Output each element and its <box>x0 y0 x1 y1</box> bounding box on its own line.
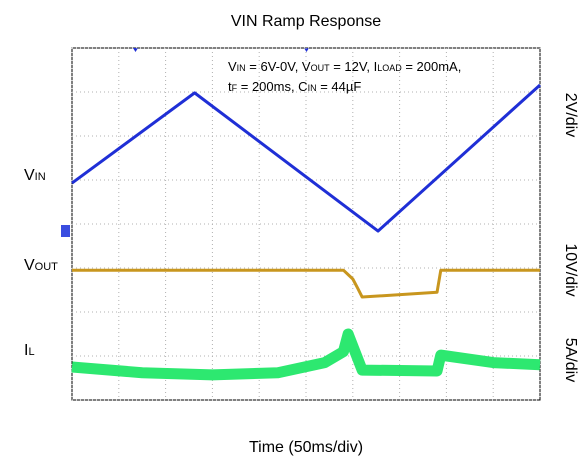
trace <box>72 268 540 299</box>
text-run: = 44µF <box>317 79 362 94</box>
text-run: V <box>24 167 35 184</box>
text-run: = 12V, I <box>330 59 378 74</box>
text-run: = 200ms, C <box>237 79 307 94</box>
text-run: I <box>24 342 28 359</box>
annotation: VIN = 6V-0V, VOUT = 12V, ILOAD = 200mA, <box>228 59 461 74</box>
text-run: t <box>228 79 232 94</box>
scale-label: 5A/div <box>562 338 579 382</box>
trace-label: VOUT <box>24 257 58 274</box>
trace-label: IL <box>24 342 35 359</box>
trace-label: VIN <box>24 167 46 184</box>
text-run: = 6V-0V, V <box>246 59 311 74</box>
scale-label: 10V/div <box>562 243 579 296</box>
trace <box>71 328 541 381</box>
trigger-marker <box>133 48 309 52</box>
subscript: OUT <box>35 261 59 273</box>
text-run: V <box>228 59 237 74</box>
subscript: IN <box>237 63 246 73</box>
subscript: IN <box>35 171 46 183</box>
text-run: = 200mA, <box>402 59 462 74</box>
scale-label: 2V/div <box>562 93 579 137</box>
subscript: IN <box>308 83 317 93</box>
subscript: LOAD <box>377 63 402 73</box>
subscript: L <box>28 346 34 358</box>
trace <box>71 83 542 233</box>
text-run: V <box>24 257 35 274</box>
chart-title: VIN Ramp Response <box>231 13 381 30</box>
ch1-marker <box>61 225 70 237</box>
annotation: tF = 200ms, CIN = 44µF <box>228 79 361 94</box>
subscript: OUT <box>311 63 331 73</box>
subscript: F <box>232 83 238 93</box>
x-axis-label: Time (50ms/div) <box>249 439 363 456</box>
